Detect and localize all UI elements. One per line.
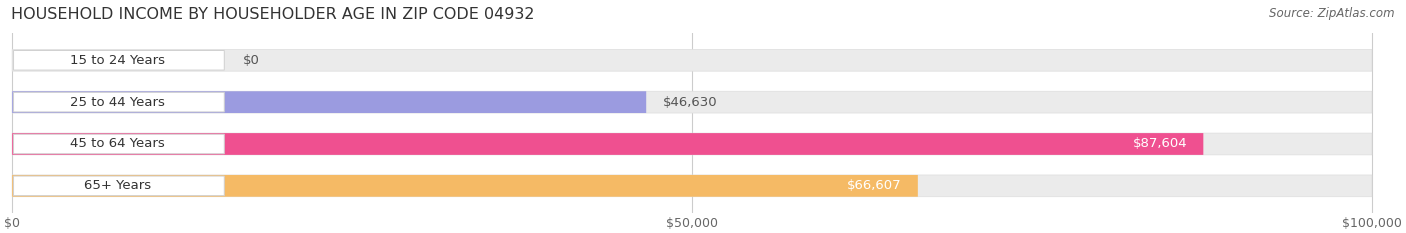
Text: $87,604: $87,604 xyxy=(1132,137,1187,151)
FancyBboxPatch shape xyxy=(13,133,1204,155)
FancyBboxPatch shape xyxy=(13,91,1372,113)
FancyBboxPatch shape xyxy=(13,175,918,197)
Text: 15 to 24 Years: 15 to 24 Years xyxy=(70,54,165,67)
Text: 45 to 64 Years: 45 to 64 Years xyxy=(70,137,165,151)
FancyBboxPatch shape xyxy=(14,51,225,70)
Text: $46,630: $46,630 xyxy=(662,96,717,109)
Text: Source: ZipAtlas.com: Source: ZipAtlas.com xyxy=(1270,7,1395,20)
FancyBboxPatch shape xyxy=(13,49,1372,71)
Text: HOUSEHOLD INCOME BY HOUSEHOLDER AGE IN ZIP CODE 04932: HOUSEHOLD INCOME BY HOUSEHOLDER AGE IN Z… xyxy=(11,7,534,22)
FancyBboxPatch shape xyxy=(13,175,1372,197)
Text: $0: $0 xyxy=(243,54,260,67)
Text: 65+ Years: 65+ Years xyxy=(84,179,150,192)
FancyBboxPatch shape xyxy=(13,133,1372,155)
Text: $66,607: $66,607 xyxy=(846,179,901,192)
Text: 25 to 44 Years: 25 to 44 Years xyxy=(70,96,165,109)
FancyBboxPatch shape xyxy=(14,92,225,112)
FancyBboxPatch shape xyxy=(13,91,647,113)
FancyBboxPatch shape xyxy=(14,176,225,196)
FancyBboxPatch shape xyxy=(14,134,225,154)
